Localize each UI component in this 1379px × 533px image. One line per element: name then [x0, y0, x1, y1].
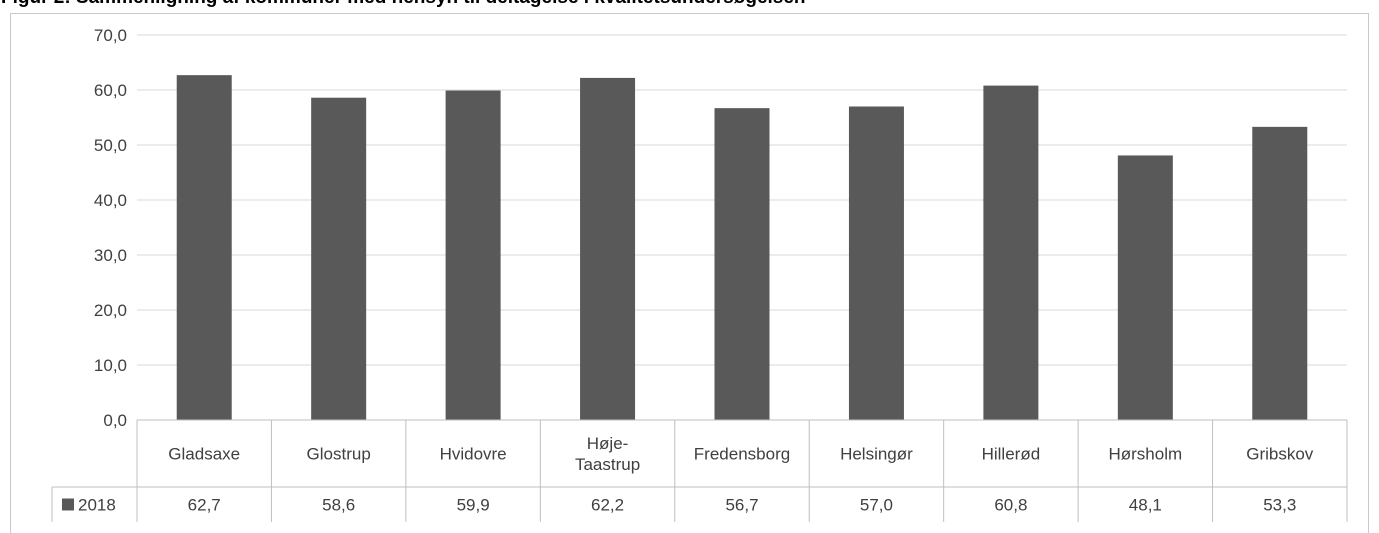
y-tick-label: 20,0 — [94, 301, 127, 320]
bar — [445, 90, 501, 421]
data-table-value: 62,2 — [591, 496, 624, 515]
y-tick-label: 70,0 — [94, 26, 127, 45]
category-label: Høje- — [587, 434, 629, 453]
data-table-value: 48,1 — [1129, 496, 1162, 515]
data-table-value: 60,8 — [994, 496, 1027, 515]
bar — [580, 77, 636, 421]
legend-label: 2018 — [78, 496, 116, 515]
bar — [848, 106, 904, 420]
category-label: Gribskov — [1246, 445, 1314, 464]
data-table-value: 57,0 — [860, 496, 893, 515]
data-table-value: 62,7 — [188, 496, 221, 515]
y-tick-label: 30,0 — [94, 246, 127, 265]
category-label: Taastrup — [575, 455, 640, 474]
bar — [983, 85, 1039, 420]
category-label: Hvidovre — [440, 445, 507, 464]
data-table-value: 59,9 — [457, 496, 490, 515]
category-label: Fredensborg — [694, 445, 790, 464]
data-table-value: 56,7 — [725, 496, 758, 515]
bar — [311, 97, 367, 420]
category-label: Glostrup — [307, 445, 371, 464]
y-tick-label: 10,0 — [94, 356, 127, 375]
y-tick-label: 40,0 — [94, 191, 127, 210]
category-label: Gladsaxe — [168, 445, 240, 464]
category-label: Helsingør — [840, 445, 913, 464]
y-tick-label: 60,0 — [94, 81, 127, 100]
figure-heading-clipped: Figur 2: Sammenligning af kommuner med h… — [0, 0, 1379, 9]
category-label: Hørsholm — [1108, 445, 1182, 464]
data-table-value: 58,6 — [322, 496, 355, 515]
bar — [176, 75, 232, 421]
bar — [1117, 155, 1173, 420]
data-table-value: 53,3 — [1263, 496, 1296, 515]
chart-frame — [10, 13, 1369, 533]
bar — [1252, 126, 1308, 420]
y-tick-label: 0,0 — [103, 411, 127, 430]
bar — [714, 108, 770, 421]
legend-swatch — [62, 498, 74, 511]
y-tick-label: 50,0 — [94, 136, 127, 155]
category-label: Hillerød — [982, 445, 1041, 464]
figure-heading: Figur 2: Sammenligning af kommuner med h… — [0, 0, 806, 8]
